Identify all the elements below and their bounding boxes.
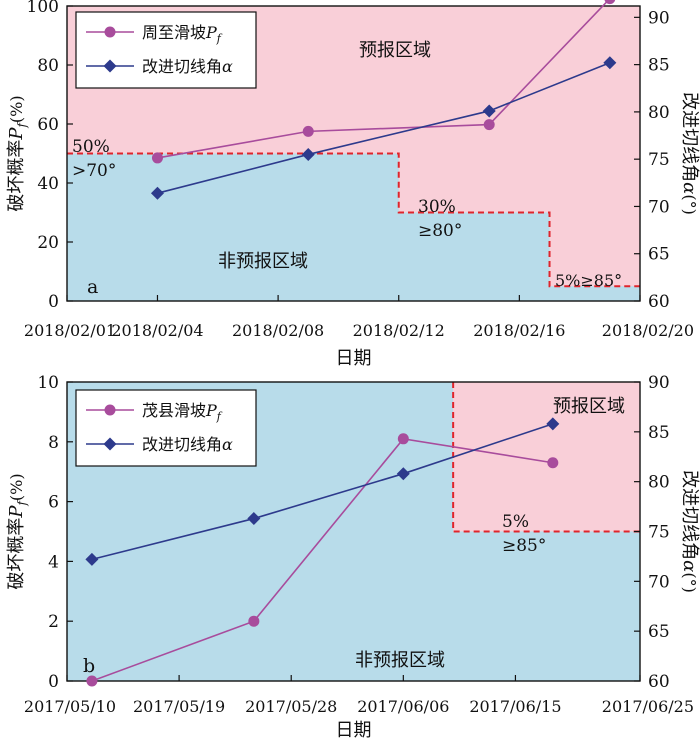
panel-a-y-tick-label: 20 — [37, 233, 59, 253]
panel-b-series-1-point — [546, 417, 560, 431]
panel-a-x-tick-label: 2018/02/04 — [111, 321, 203, 340]
panel-a-legend-marker — [103, 59, 117, 73]
panel-b-warning-region-label: 预报区域 — [553, 396, 625, 417]
panel-a-series-1-point — [301, 147, 315, 161]
panel-b-series-0-point — [547, 457, 559, 469]
panel-b-legend-box — [75, 389, 257, 467]
panel-b-x-axis-label: 日期 — [336, 720, 372, 741]
panel-a-non-warning-region-label: 非预报区域 — [218, 251, 308, 272]
panel-b-y2-tick-label: 60 — [648, 672, 670, 692]
panel-a-series-0-point — [483, 119, 495, 131]
panel-a-series-0-point — [604, 0, 616, 5]
panel-b-series-0-point — [86, 675, 98, 687]
panel-a-series-1-point — [482, 104, 496, 118]
panel-b-series-0-point — [248, 615, 260, 627]
panel-b-x-tick-label: 2017/06/15 — [469, 697, 561, 716]
panel-b-y-tick-label: 6 — [48, 493, 59, 513]
panel-b-series-0-point — [397, 433, 409, 445]
panel-a-y2-tick-label: 80 — [648, 103, 670, 123]
panel-b-non-warning-region-label: 非预报区域 — [355, 650, 445, 671]
panel-a-x-tick-label: 2018/02/01 — [24, 321, 116, 340]
panel-b-series-1-point — [396, 467, 410, 481]
panel-a-x-tick-label: 2018/02/08 — [232, 321, 324, 340]
panel-b-threshold-line — [452, 382, 640, 533]
panel-b-y-axis-label: 破坏概率Pf(%) — [6, 473, 29, 589]
panel-a-threshold-line — [67, 152, 640, 288]
panel-b-series-1-point — [247, 512, 261, 526]
panel-b-y-tick-label: 2 — [48, 612, 59, 632]
panel-b-legend-marker — [103, 437, 117, 451]
panel-a-y2-tick-label: 75 — [648, 150, 670, 170]
panel-a-non-warning-region — [67, 153, 640, 301]
panel-b-x-tick-label: 2017/05/19 — [133, 697, 225, 716]
panel-b-legend-marker — [104, 404, 116, 416]
panel-b-series-1-line — [91, 423, 554, 561]
panel-a-legend-label: 改进切线角α — [142, 57, 233, 76]
panel-b-y-tick-label: 8 — [48, 433, 59, 453]
panel-b-panel-label: b — [83, 655, 95, 677]
panel-a-x-axis-label: 日期 — [336, 348, 372, 369]
panel-a-series-1-line — [157, 61, 611, 194]
panel-a-y2-axis-label: 改进切线角α(°) — [679, 92, 700, 215]
panel-a-y-tick-label: 100 — [27, 0, 59, 17]
panel-a-y2-tick-label: 65 — [648, 245, 670, 265]
panel-a-y-axis-label: 破坏概率Pf(%) — [6, 95, 29, 211]
panel-a-x-tick-label: 2018/02/20 — [602, 321, 694, 340]
panel-b-x-tick-label: 2017/06/06 — [357, 697, 449, 716]
panel-a-y2-tick-label: 60 — [648, 292, 670, 312]
panel-a-threshold-label-top: 30% — [418, 197, 456, 217]
panel-a-y2-tick-label: 90 — [648, 8, 670, 28]
panel-a-panel-label: a — [87, 276, 98, 298]
panel-b-threshold-label-bottom: ≥85° — [502, 536, 546, 556]
panel-b-y-tick-label: 10 — [37, 373, 59, 393]
panel-b-y-tick-label: 4 — [48, 552, 59, 572]
panel-a-y-tick-label: 0 — [48, 292, 59, 312]
panel-a-threshold-label-top: 50% — [72, 137, 110, 157]
panel-a-y2-tick-label: 70 — [648, 197, 670, 217]
panel-b-y2-axis-label: 改进切线角α(°) — [679, 470, 700, 593]
panel-b-threshold-label-top: 5% — [502, 512, 529, 532]
panel-a-y2-tick-label: 85 — [648, 56, 670, 76]
panel-a-x-tick-label: 2018/02/16 — [473, 321, 565, 340]
panel-b-y2-tick-label: 85 — [648, 423, 670, 443]
panel-a-y-tick-label: 60 — [37, 115, 59, 135]
panel-a-legend-box — [75, 11, 257, 89]
panel-a-x-tick-label: 2018/02/12 — [353, 321, 445, 340]
panel-b-y2-tick-label: 65 — [648, 622, 670, 642]
panel-a-y-tick-label: 40 — [37, 174, 59, 194]
panel-a-threshold-label-bottom: ≥80° — [418, 221, 462, 241]
panel-a-series-0-point — [302, 125, 314, 137]
panel-b-legend-label: 茂县滑坡Pf — [142, 401, 223, 423]
panel-a-threshold-label-bottom: >70° — [72, 161, 116, 181]
panel-b-legend: 茂县滑坡Pf 改进切线角α — [75, 389, 257, 467]
panel-b-y-tick-label: 0 — [48, 672, 59, 692]
panel-a-series-0-point — [151, 152, 163, 164]
panel-b-x-tick-label: 2017/06/25 — [602, 697, 694, 716]
panel-b-x-tick-label: 2017/05/28 — [245, 697, 337, 716]
panel-a-warning-region-label: 预报区域 — [359, 40, 431, 61]
panel-a-series-0-line — [157, 0, 610, 159]
panel-b-series-1-point — [85, 552, 99, 566]
panel-b-legend-label: 改进切线角α — [142, 435, 233, 454]
panel-a-y-tick-label: 80 — [37, 56, 59, 76]
panel-a-series-1-point — [603, 56, 617, 70]
panel-a-legend-label: 周至滑坡Pf — [142, 23, 223, 45]
panel-b-y2-tick-label: 90 — [648, 373, 670, 393]
panel-b-series-0-line — [91, 437, 553, 682]
panel-b-y2-tick-label: 70 — [648, 572, 670, 592]
panel-b-x-tick-label: 2017/05/10 — [24, 697, 116, 716]
panel-b-y2-tick-label: 80 — [648, 473, 670, 493]
panel-a-legend: 周至滑坡Pf 改进切线角α — [75, 11, 257, 89]
panel-a-threshold-label: 5%≥85° — [555, 271, 622, 290]
panel-a-plot-frame — [66, 5, 641, 302]
panel-b-y2-tick-label: 75 — [648, 523, 670, 543]
panel-a-legend-marker — [104, 26, 116, 38]
panel-a-series-1-point — [150, 186, 164, 200]
